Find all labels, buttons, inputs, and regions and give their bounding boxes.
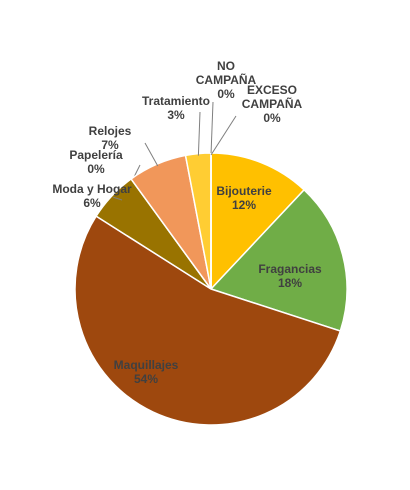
leader-line (210, 115, 237, 156)
value-label: 12% (231, 198, 257, 212)
category-name: Papelería (69, 148, 123, 162)
pie-slice (210, 152, 306, 291)
data-label: NO CAMPAÑA 0% (186, 59, 266, 101)
leader-line (144, 142, 159, 167)
data-label: EXCESO CAMPAÑA 0% (232, 83, 312, 125)
pie-slice (74, 215, 342, 426)
pie-slice (209, 188, 348, 332)
data-label: Papelería 0% (46, 148, 146, 176)
value-label: 6% (83, 196, 101, 210)
data-label: Fragancias 18% (245, 262, 335, 290)
leader-line (197, 111, 201, 156)
category-name: Bijouterie (216, 184, 272, 198)
value-label: 0% (217, 87, 235, 101)
data-label: Maquillajes 54% (101, 358, 191, 386)
value-label: 7% (101, 138, 119, 152)
data-label: Relojes 7% (60, 124, 160, 152)
leader-line (210, 101, 214, 156)
value-label: 3% (167, 108, 185, 122)
category-name: Fragancias (258, 262, 322, 276)
value-label: 0% (263, 111, 281, 125)
data-label: Bijouterie 12% (204, 184, 284, 212)
category-name: Tratamiento (141, 94, 210, 108)
value-label: 54% (133, 372, 159, 386)
value-label: 18% (277, 276, 303, 290)
value-label: 0% (87, 162, 105, 176)
category-name: NO CAMPAÑA (195, 59, 257, 87)
category-name: Moda y Hogar (52, 182, 132, 196)
category-name: Maquillajes (113, 358, 179, 372)
leader-line (113, 196, 123, 201)
category-name: EXCESO CAMPAÑA (241, 83, 303, 111)
data-label: Tratamiento 3% (126, 94, 226, 122)
category-name: Relojes (88, 124, 132, 138)
data-label: Moda y Hogar 6% (42, 182, 142, 210)
